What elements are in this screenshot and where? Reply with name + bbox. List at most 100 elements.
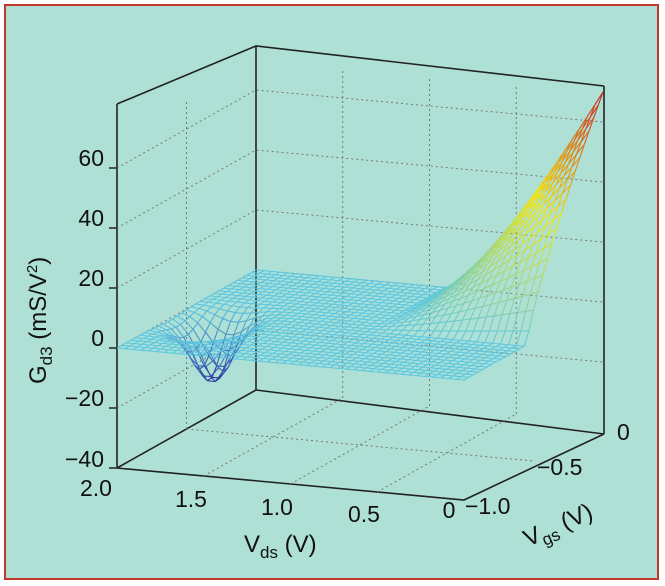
mesh-line-vgs (323, 360, 332, 363)
mesh-line-vds (326, 309, 332, 314)
mesh-line-vgs (396, 288, 405, 291)
mesh-line-vds (419, 360, 425, 365)
mesh-line-vgs (429, 373, 438, 376)
mesh-line-vgs (253, 347, 262, 350)
mesh-line-vds (421, 369, 427, 374)
mesh-line-vds (470, 269, 477, 276)
mesh-line-vds (229, 343, 236, 347)
mesh-line-vds (342, 311, 348, 315)
mesh-line-vgs (366, 331, 375, 333)
mesh-line-vds (288, 315, 294, 319)
mesh-line-vgs (400, 306, 409, 309)
mesh-line-vds (462, 274, 469, 282)
mesh-line-vds (325, 294, 331, 299)
mesh-line-vds (334, 325, 340, 330)
mesh-line-vds (245, 293, 251, 297)
mesh-line-vgs (502, 352, 511, 355)
mesh-line-vgs (328, 336, 337, 339)
mesh-line-vgs (247, 289, 256, 292)
mesh-line-vgs (423, 293, 432, 296)
mesh-line-vgs (238, 320, 247, 323)
mesh-line-vds (436, 356, 442, 360)
mesh-line-vgs (387, 360, 396, 363)
mesh-line-vds (407, 341, 413, 346)
mesh-line-vgs (318, 347, 327, 350)
mesh-line-vds (166, 328, 172, 331)
mesh-line-vgs (389, 369, 398, 372)
mesh-line-vgs (433, 355, 442, 358)
mesh-line-vgs (211, 306, 220, 310)
mesh-line-vds (419, 303, 425, 308)
mesh-line-vds (179, 350, 185, 355)
mesh-line-vds (582, 116, 588, 129)
mesh-line-vds (419, 288, 426, 292)
mesh-line-vds (317, 330, 323, 334)
mesh-line-vds (475, 282, 482, 293)
mesh-line-vds (538, 247, 545, 264)
mesh-line-vds (397, 314, 403, 319)
mesh-line-vds (364, 319, 370, 323)
mesh-line-vgs (315, 308, 324, 311)
mesh-line-vgs (246, 274, 255, 277)
mesh-line-vds (292, 282, 298, 286)
mesh-line-vgs (465, 373, 474, 376)
mesh-line-vds (321, 312, 327, 316)
mesh-line-vgs (235, 312, 244, 314)
mesh-line-vds (574, 157, 581, 172)
mesh-line-vgs (415, 293, 424, 296)
mesh-line-vgs (241, 298, 250, 301)
mesh-line-vgs (319, 326, 328, 329)
mesh-line-vgs (358, 278, 367, 281)
mesh-line-vgs (301, 316, 310, 318)
y-axis-title: Vgs (V) (519, 498, 598, 556)
mesh-line-vds (309, 277, 315, 282)
mesh-line-vds (478, 348, 484, 352)
mesh-line-vds (193, 343, 199, 347)
mesh-line-vgs (270, 276, 279, 279)
mesh-line-vgs (397, 282, 406, 285)
mesh-line-vgs (491, 348, 500, 351)
mesh-line-vds (198, 341, 204, 345)
mesh-line-vgs (350, 314, 359, 317)
mesh-line-vgs (357, 300, 366, 302)
mesh-line-vds (256, 282, 262, 286)
mesh-line-vgs (271, 270, 280, 273)
mesh-line-vds (234, 340, 240, 345)
gridline-floor-vgs (186, 428, 534, 462)
mesh-line-vgs (470, 317, 479, 320)
mesh-line-vgs (338, 280, 347, 282)
mesh-line-vgs (283, 305, 292, 308)
mesh-line-vgs (343, 359, 352, 362)
mesh-line-vds (194, 365, 200, 370)
mesh-line-vds (297, 294, 303, 299)
mesh-line-vgs (443, 344, 452, 347)
mesh-line-vgs (373, 352, 382, 355)
mesh-line-vds (348, 302, 354, 307)
mesh-line-vds (405, 312, 411, 317)
mesh-line-vds (363, 304, 370, 308)
mesh-line-vgs (336, 337, 345, 340)
mesh-line-vds (435, 341, 442, 345)
mesh-line-vds (492, 330, 498, 344)
mesh-line-vds (266, 323, 273, 327)
mesh-line-vds (384, 318, 390, 322)
mesh-line-vgs (377, 335, 386, 337)
mesh-line-vds (412, 302, 418, 307)
mesh-line-vds (448, 354, 455, 358)
mesh-line-vds (300, 334, 306, 339)
mesh-line-vgs (390, 333, 399, 336)
mesh-line-vds (258, 291, 264, 295)
mesh-line-vds (206, 306, 212, 312)
mesh-line-vds (431, 343, 437, 348)
mesh-line-vds (580, 128, 587, 142)
mesh-line-vds (319, 303, 325, 307)
mesh-line-vgs (412, 356, 421, 359)
mesh-line-vgs (393, 285, 402, 287)
mesh-line-vds (285, 275, 292, 280)
mesh-line-vgs (330, 279, 339, 282)
mesh-line-vgs (233, 297, 242, 300)
mesh-line-vds (479, 288, 485, 299)
mesh-line-vds (329, 313, 335, 317)
mesh-line-vgs (357, 284, 366, 287)
mesh-line-vgs (401, 285, 410, 288)
